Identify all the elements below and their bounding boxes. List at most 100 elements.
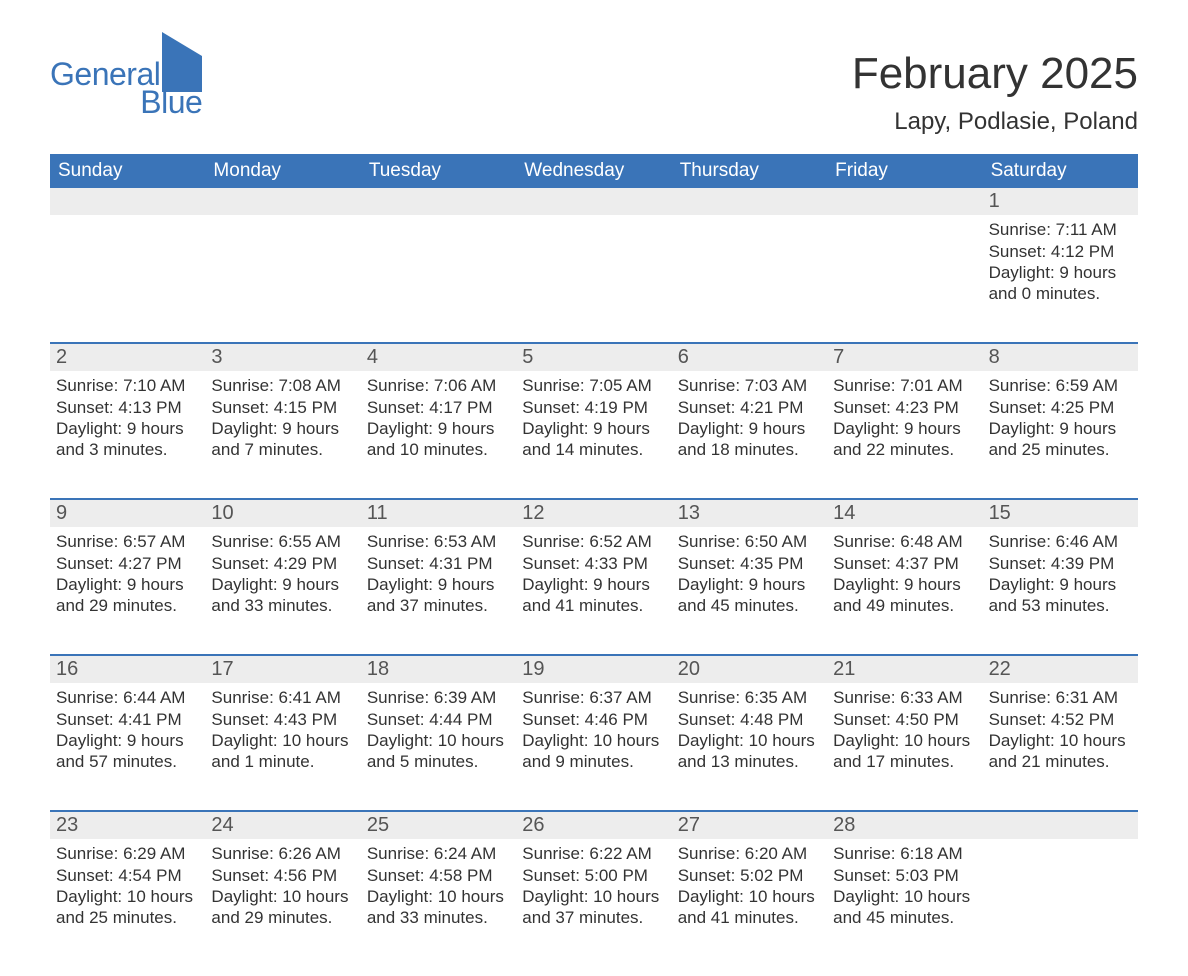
brand-logo: General Blue [50,50,202,118]
day-cell: Sunrise: 6:41 AMSunset: 4:43 PMDaylight:… [205,683,360,780]
day-day2: and 7 minutes. [211,439,354,460]
day-sunrise: Sunrise: 6:50 AM [678,531,821,552]
day-sunset: Sunset: 4:15 PM [211,397,354,418]
day-day1: Daylight: 10 hours [211,886,354,907]
day-sunset: Sunset: 4:46 PM [522,709,665,730]
day-cell: Sunrise: 6:35 AMSunset: 4:48 PMDaylight:… [672,683,827,780]
day-cell: Sunrise: 6:22 AMSunset: 5:00 PMDaylight:… [516,839,671,936]
day-sunrise: Sunrise: 7:06 AM [367,375,510,396]
day-day1: Daylight: 10 hours [989,730,1132,751]
dow-sunday: Sunday [50,154,205,188]
day-sunset: Sunset: 4:44 PM [367,709,510,730]
calendar-grid: Sunday Monday Tuesday Wednesday Thursday… [50,154,1138,936]
day-number: 7 [827,344,982,371]
day-sunset: Sunset: 4:39 PM [989,553,1132,574]
day-day1: Daylight: 9 hours [56,418,199,439]
dow-saturday: Saturday [983,154,1138,188]
dow-tuesday: Tuesday [361,154,516,188]
month-title: February 2025 [852,50,1138,98]
day-sunrise: Sunrise: 7:08 AM [211,375,354,396]
day-number: 12 [516,500,671,527]
day-sunrise: Sunrise: 6:39 AM [367,687,510,708]
day-cell: Sunrise: 6:57 AMSunset: 4:27 PMDaylight:… [50,527,205,624]
day-number: 6 [672,344,827,371]
day-number: 9 [50,500,205,527]
day-cell: Sunrise: 6:18 AMSunset: 5:03 PMDaylight:… [827,839,982,936]
day-number [516,188,671,215]
day-body-row: Sunrise: 7:10 AMSunset: 4:13 PMDaylight:… [50,371,1138,468]
day-number: 4 [361,344,516,371]
day-sunrise: Sunrise: 7:10 AM [56,375,199,396]
day-day1: Daylight: 9 hours [367,574,510,595]
day-cell: Sunrise: 7:11 AMSunset: 4:12 PMDaylight:… [983,215,1138,312]
day-sunset: Sunset: 4:37 PM [833,553,976,574]
day-sunrise: Sunrise: 6:59 AM [989,375,1132,396]
day-cell: Sunrise: 7:10 AMSunset: 4:13 PMDaylight:… [50,371,205,468]
day-sunset: Sunset: 5:00 PM [522,865,665,886]
day-day2: and 45 minutes. [678,595,821,616]
day-number-row: 232425262728 [50,812,1138,839]
brand-text: General Blue [50,58,202,118]
day-number: 1 [983,188,1138,215]
day-cell [205,215,360,312]
day-number: 2 [50,344,205,371]
day-number: 10 [205,500,360,527]
day-cell: Sunrise: 7:05 AMSunset: 4:19 PMDaylight:… [516,371,671,468]
day-cell: Sunrise: 6:59 AMSunset: 4:25 PMDaylight:… [983,371,1138,468]
day-day1: Daylight: 10 hours [678,886,821,907]
day-sunset: Sunset: 4:50 PM [833,709,976,730]
day-number [827,188,982,215]
day-day2: and 0 minutes. [989,283,1132,304]
day-cell: Sunrise: 6:55 AMSunset: 4:29 PMDaylight:… [205,527,360,624]
day-number-row: 9101112131415 [50,500,1138,527]
day-cell: Sunrise: 7:01 AMSunset: 4:23 PMDaylight:… [827,371,982,468]
day-sunrise: Sunrise: 6:52 AM [522,531,665,552]
day-cell: Sunrise: 7:03 AMSunset: 4:21 PMDaylight:… [672,371,827,468]
day-sunrise: Sunrise: 7:01 AM [833,375,976,396]
weeks-container: 1Sunrise: 7:11 AMSunset: 4:12 PMDaylight… [50,188,1138,936]
day-sunrise: Sunrise: 6:44 AM [56,687,199,708]
day-sunset: Sunset: 4:29 PM [211,553,354,574]
day-day2: and 13 minutes. [678,751,821,772]
day-sunset: Sunset: 4:13 PM [56,397,199,418]
week-row: 16171819202122Sunrise: 6:44 AMSunset: 4:… [50,654,1138,780]
day-number: 14 [827,500,982,527]
day-number: 3 [205,344,360,371]
day-body-row: Sunrise: 6:29 AMSunset: 4:54 PMDaylight:… [50,839,1138,936]
day-day2: and 10 minutes. [367,439,510,460]
day-body-row: Sunrise: 6:44 AMSunset: 4:41 PMDaylight:… [50,683,1138,780]
day-day1: Daylight: 9 hours [678,418,821,439]
day-sunset: Sunset: 5:03 PM [833,865,976,886]
day-sunrise: Sunrise: 6:31 AM [989,687,1132,708]
day-number-row: 16171819202122 [50,656,1138,683]
day-sunrise: Sunrise: 6:20 AM [678,843,821,864]
week-row: 232425262728Sunrise: 6:29 AMSunset: 4:54… [50,810,1138,936]
day-sunrise: Sunrise: 6:24 AM [367,843,510,864]
day-cell: Sunrise: 6:26 AMSunset: 4:56 PMDaylight:… [205,839,360,936]
location-label: Lapy, Podlasie, Poland [852,108,1138,136]
day-day1: Daylight: 9 hours [522,574,665,595]
day-day1: Daylight: 10 hours [522,886,665,907]
day-sunset: Sunset: 4:21 PM [678,397,821,418]
day-sunset: Sunset: 4:31 PM [367,553,510,574]
day-day1: Daylight: 9 hours [211,574,354,595]
day-sunrise: Sunrise: 6:46 AM [989,531,1132,552]
day-sunrise: Sunrise: 6:35 AM [678,687,821,708]
day-cell: Sunrise: 6:48 AMSunset: 4:37 PMDaylight:… [827,527,982,624]
day-number-row: 2345678 [50,344,1138,371]
day-day1: Daylight: 9 hours [211,418,354,439]
day-sunset: Sunset: 4:33 PM [522,553,665,574]
day-sunset: Sunset: 4:58 PM [367,865,510,886]
day-number: 16 [50,656,205,683]
day-sunset: Sunset: 4:12 PM [989,241,1132,262]
page-header: General Blue February 2025 Lapy, Podlasi… [50,50,1138,136]
day-day2: and 21 minutes. [989,751,1132,772]
day-number: 21 [827,656,982,683]
day-of-week-header: Sunday Monday Tuesday Wednesday Thursday… [50,154,1138,188]
day-sunset: Sunset: 4:56 PM [211,865,354,886]
dow-monday: Monday [205,154,360,188]
day-day2: and 9 minutes. [522,751,665,772]
day-day1: Daylight: 9 hours [522,418,665,439]
day-number: 8 [983,344,1138,371]
day-day2: and 3 minutes. [56,439,199,460]
